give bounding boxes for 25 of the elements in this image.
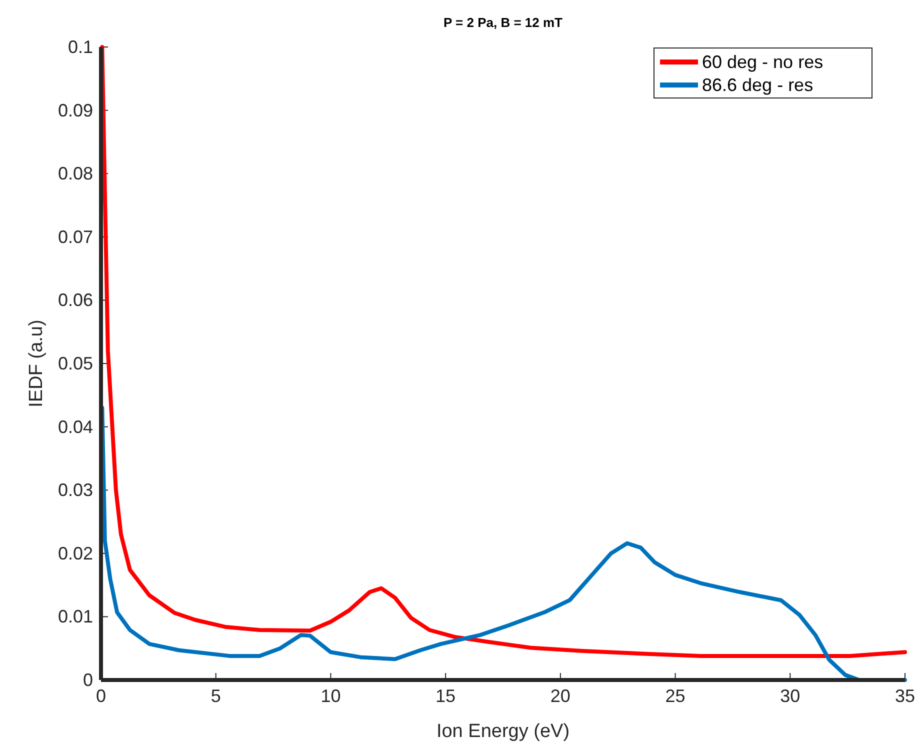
x-tick-label: 10 bbox=[320, 686, 341, 706]
x-tick-label: 30 bbox=[780, 686, 800, 706]
y-axis-title: IEDF (a.u) bbox=[26, 320, 47, 408]
x-tick-label: 35 bbox=[894, 686, 916, 706]
line-series bbox=[100, 45, 907, 658]
y-tick-label: 0.06 bbox=[58, 290, 93, 310]
legend-label: 86.6 deg - res bbox=[702, 75, 814, 95]
chart-title: P = 2 Pa, B = 12 mT bbox=[444, 15, 563, 30]
y-tick-label: 0.03 bbox=[58, 480, 93, 500]
x-axis-title: Ion Energy (eV) bbox=[436, 721, 570, 742]
x-tick-label: 25 bbox=[665, 686, 686, 706]
y-tick-label: 0.01 bbox=[58, 606, 93, 627]
y-tick-label: 0.09 bbox=[58, 100, 93, 120]
legend-label: 60 deg - no res bbox=[702, 52, 824, 72]
y-tick-label: 0.04 bbox=[58, 416, 93, 437]
x-tick-label: 20 bbox=[550, 686, 570, 706]
y-tick-label: 0.02 bbox=[58, 543, 93, 564]
x-tick-label: 5 bbox=[210, 686, 221, 706]
y-tick-label: 0.07 bbox=[58, 226, 93, 247]
y-tick-label: 0.08 bbox=[58, 164, 93, 184]
y-tick-label: 0 bbox=[82, 670, 93, 690]
y-tick-label: 0.1 bbox=[68, 37, 93, 57]
y-tick-label: 0.05 bbox=[58, 354, 93, 374]
x-tick-label: 15 bbox=[436, 686, 456, 706]
x-tick-label: 0 bbox=[96, 686, 106, 706]
